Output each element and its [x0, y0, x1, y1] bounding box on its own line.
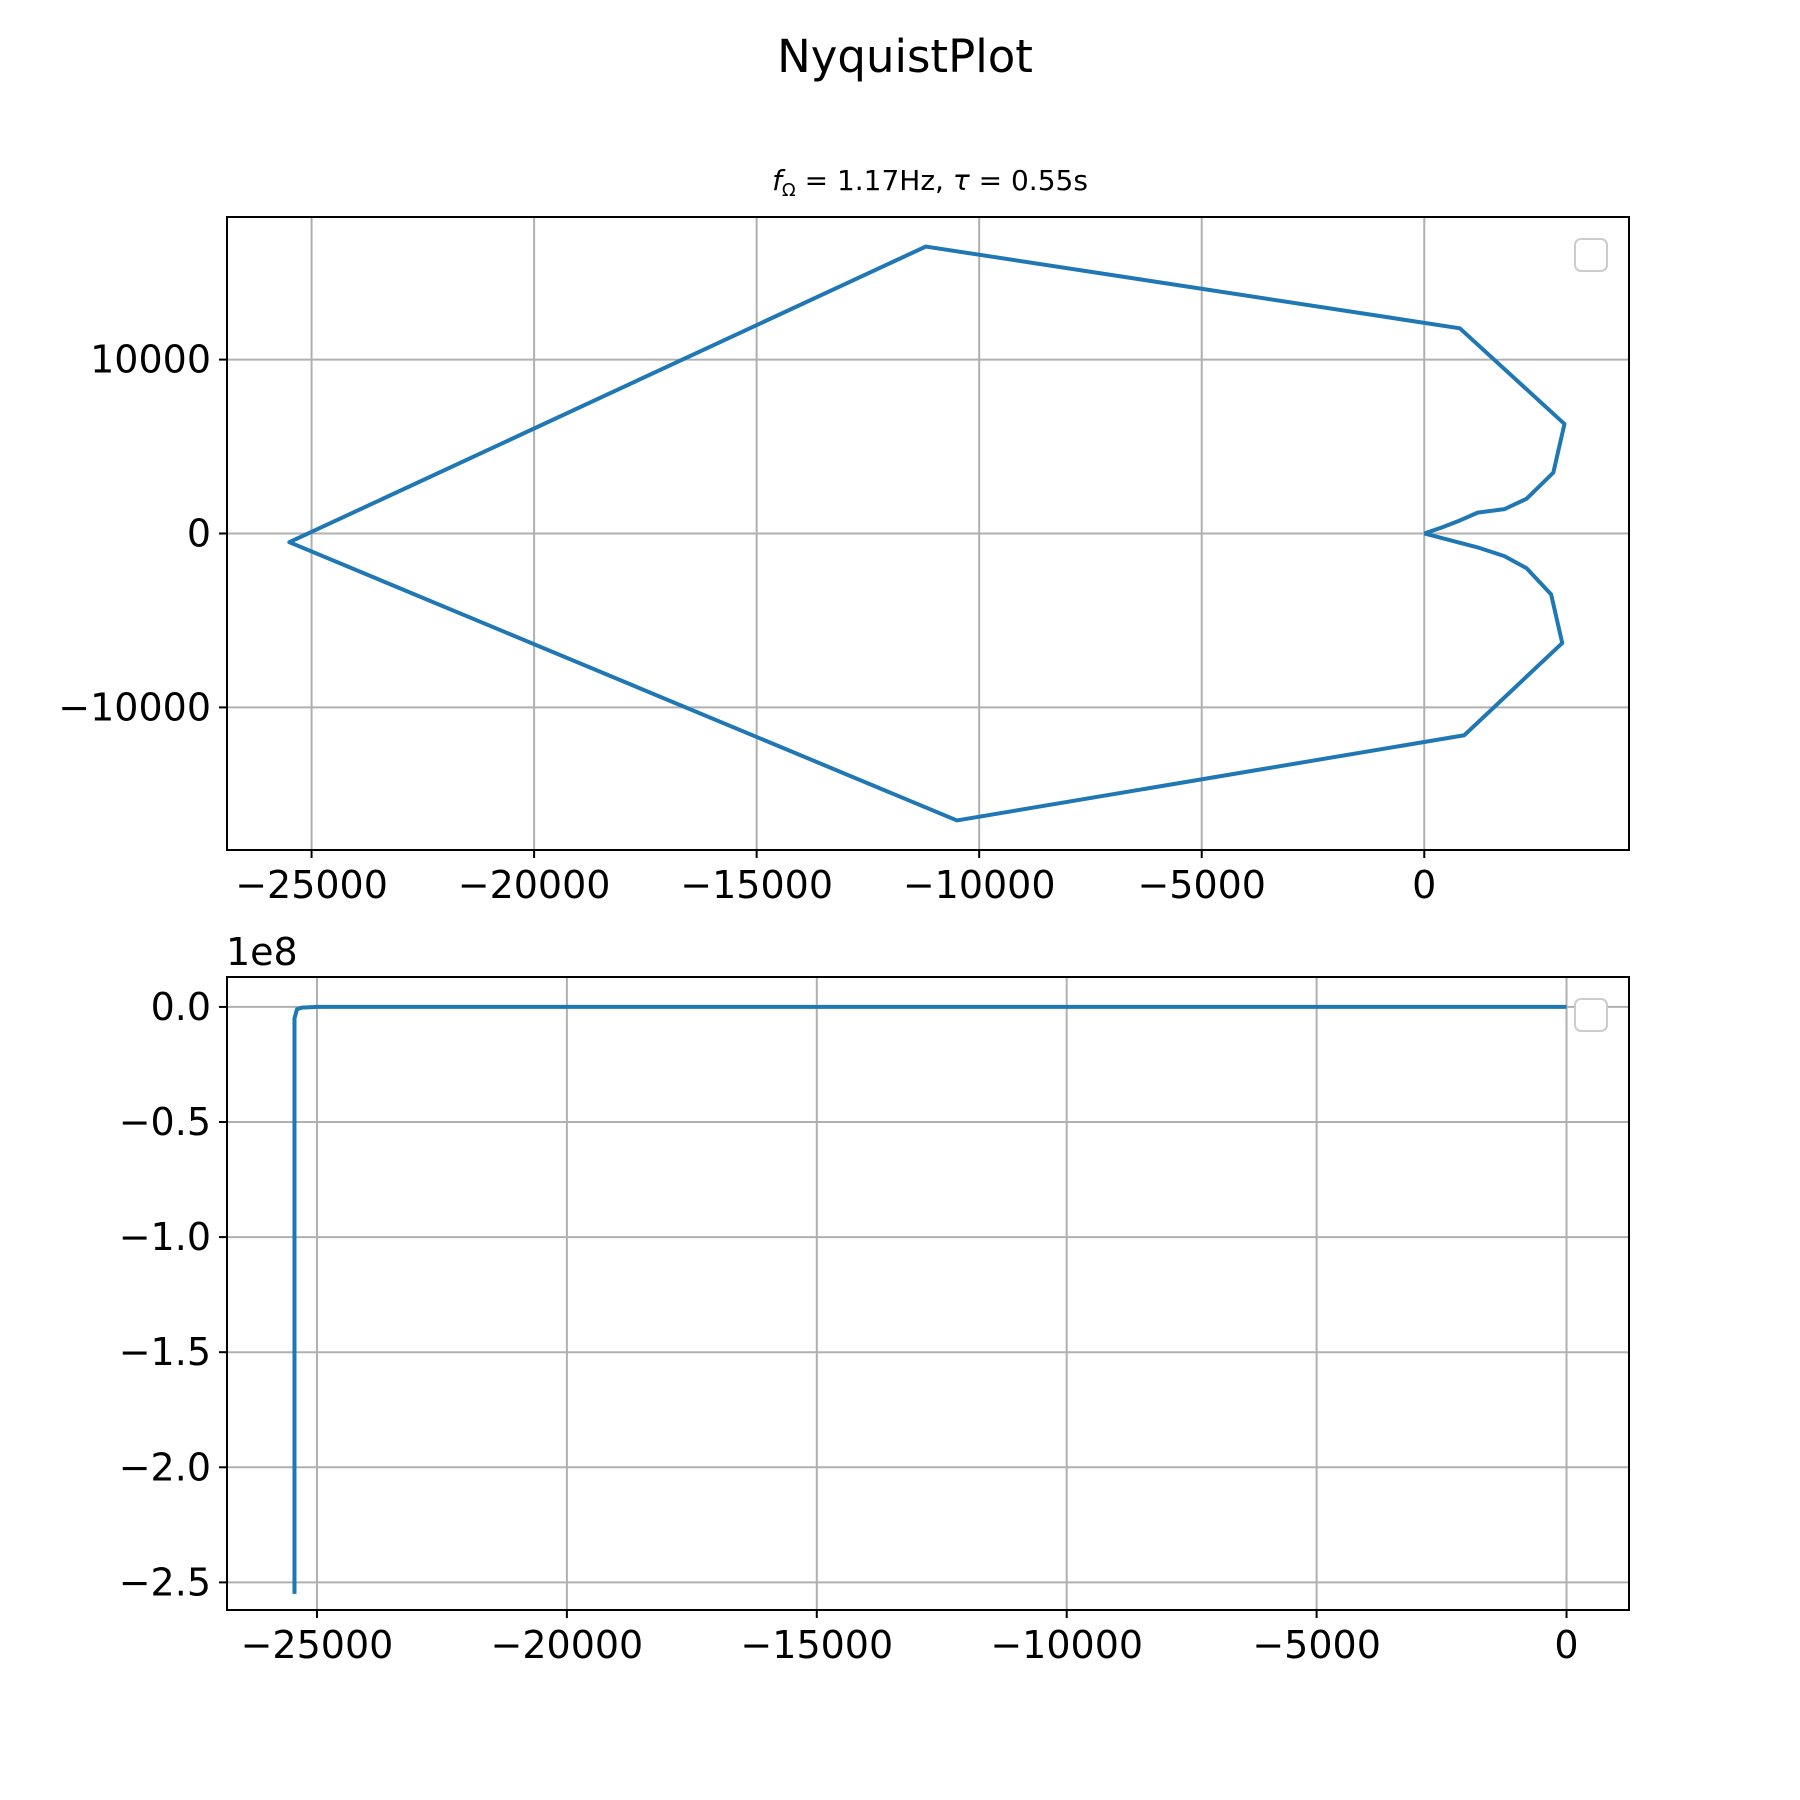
title-tau-text: = 0.55s — [970, 164, 1088, 197]
title-tau-symbol: τ — [953, 164, 970, 197]
subplot-2-frame — [226, 976, 1630, 1611]
subplot-2-x-tick-label: −25000 — [241, 1623, 394, 1667]
subplot-2-x-tick-label: 0 — [1554, 1623, 1578, 1667]
subplot-2-y-tick-label: −1.0 — [119, 1215, 211, 1259]
subplot-2-legend — [1574, 998, 1608, 1032]
subplot-1-series-line — [287, 244, 1567, 823]
title-frequency-text: = 1.17Hz, — [796, 164, 953, 197]
subplot-2-x-tick-label: −15000 — [740, 1623, 893, 1667]
subplot-2-y-tick-label: −0.5 — [119, 1100, 211, 1144]
subplot-2-y-tick-label: −2.5 — [119, 1560, 211, 1604]
subplot-2-x-tick-label: −10000 — [990, 1623, 1143, 1667]
subplot-2-axes: −25000 −20000 −15000 −10000 −5000 0 0.0 −0.5 −1.… — [119, 976, 1630, 1667]
subplot-1-x-tick-label: −20000 — [458, 863, 611, 907]
subplot-2-y-tick-label: −1.5 — [119, 1330, 211, 1374]
subplot-2-x-tick-label: −5000 — [1252, 1623, 1381, 1667]
subplot-1-x-tick-label: −15000 — [680, 863, 833, 907]
subplot-1-x-tick-label: −5000 — [1137, 863, 1266, 907]
subplot-2-y-tick-label: 0.0 — [151, 985, 211, 1029]
title-omega-subscript: Ω — [782, 180, 796, 201]
subplot-2-series-line — [292, 1004, 1567, 1594]
figure-suptitle: NyquistPlot — [777, 30, 1033, 83]
subplot-1-x-tick-label: 0 — [1412, 863, 1436, 907]
subplot-1-y-tick-label: −10000 — [58, 685, 211, 729]
subplot-2-y-offset-text: 1e8 — [226, 930, 298, 974]
subplot-1-x-tick-label: −10000 — [903, 863, 1056, 907]
subplot-1-y-tick-label: 10000 — [90, 338, 211, 382]
subplot-2-x-tick-label: −20000 — [491, 1623, 644, 1667]
subplot-1-axes: −25000 −20000 −15000 −10000 −5000 0 10000 0 −100… — [58, 216, 1630, 907]
subplot-1-title: fΩ = 1.17Hz, τ = 0.55s — [772, 164, 1088, 201]
subplot-1-legend — [1574, 238, 1608, 272]
subplot-1-y-tick-label: 0 — [187, 512, 211, 556]
subplot-2-y-tick-label: −2.0 — [119, 1445, 211, 1489]
subplot-1-x-tick-label: −25000 — [235, 863, 388, 907]
